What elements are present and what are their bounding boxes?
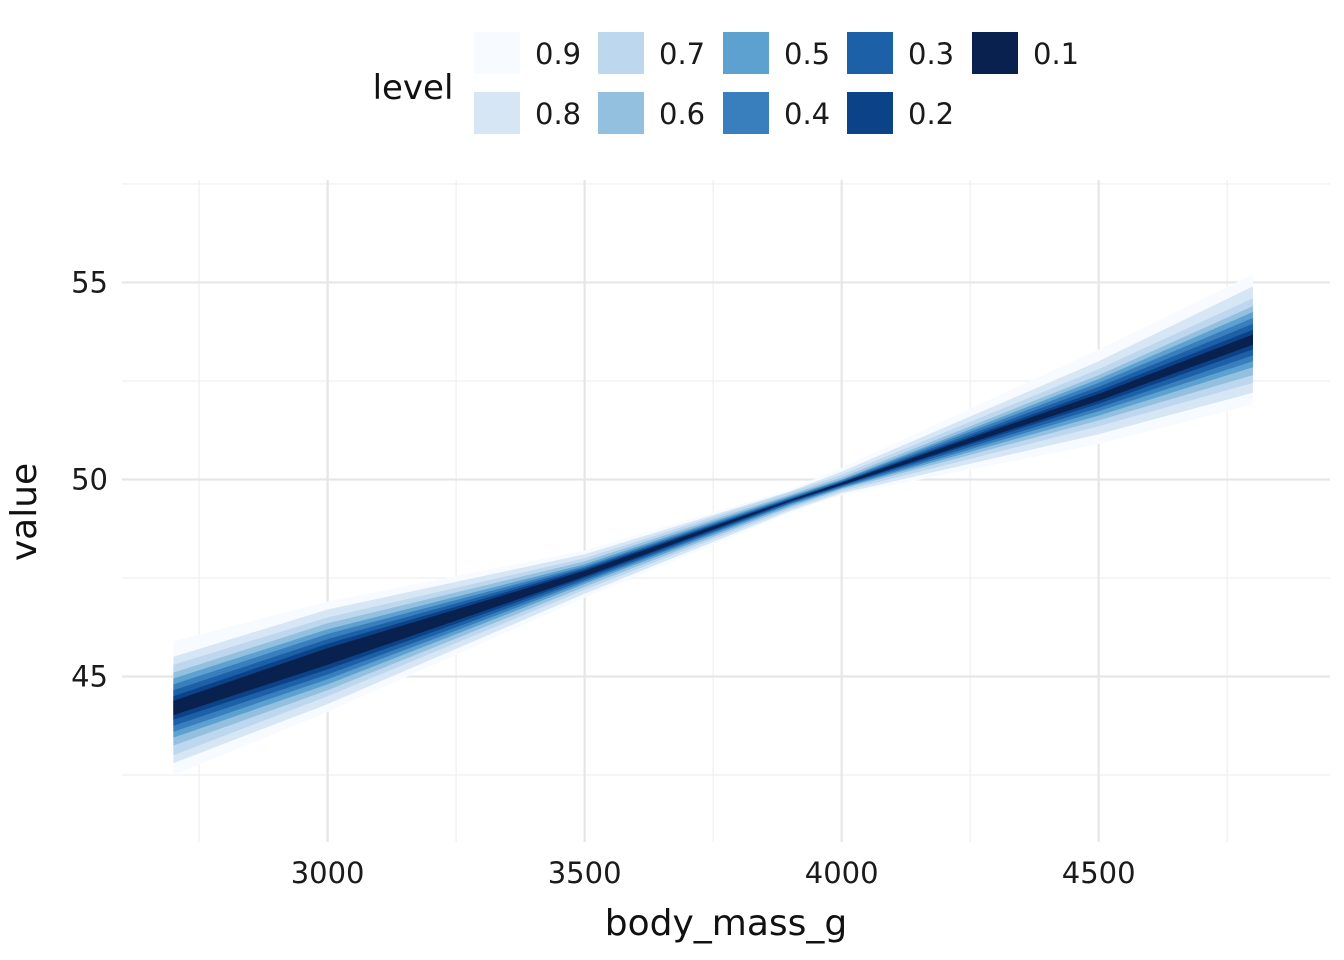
interval-bands [173,274,1253,775]
x-tick-label: 3000 [291,856,365,890]
x-tick-label: 4500 [1062,856,1136,890]
legend-label: 0.5 [784,37,830,71]
legend-label: 0.9 [535,37,581,71]
legend-key-0.2 [847,92,893,134]
grid [122,180,1330,842]
legend-key-0.6 [598,92,644,134]
x-axis-title: body_mass_g [605,903,848,944]
legend-label: 0.7 [659,37,705,71]
y-axis-title: value [4,463,45,561]
legend-label: 0.8 [535,97,581,131]
y-tick-label: 45 [71,660,108,694]
legend-label: 0.1 [1033,37,1079,71]
y-tick-label: 55 [71,265,108,299]
legend-label: 0.6 [659,97,705,131]
legend-key-0.5 [723,32,769,74]
x-tick-labels: 3000 3500 4000 4500 [291,856,1136,890]
legend: level 0.9 0.8 0.7 0.6 0.5 0.4 0.3 0.2 0.1 [373,32,1079,134]
legend-key-0.4 [723,92,769,134]
legend-title: level [373,68,454,108]
legend-key-0.7 [598,32,644,74]
legend-key-0.9 [474,32,520,74]
legend-label: 0.4 [784,97,830,131]
band-level-0.1 [173,334,1253,716]
legend-label: 0.2 [908,97,954,131]
legend-key-0.8 [474,92,520,134]
y-tick-label: 50 [71,462,108,496]
legend-label: 0.3 [908,37,954,71]
x-tick-label: 3500 [548,856,622,890]
legend-key-0.3 [847,32,893,74]
y-tick-labels: 45 50 55 [71,265,108,693]
legend-key-0.1 [972,32,1018,74]
x-tick-label: 4000 [805,856,879,890]
